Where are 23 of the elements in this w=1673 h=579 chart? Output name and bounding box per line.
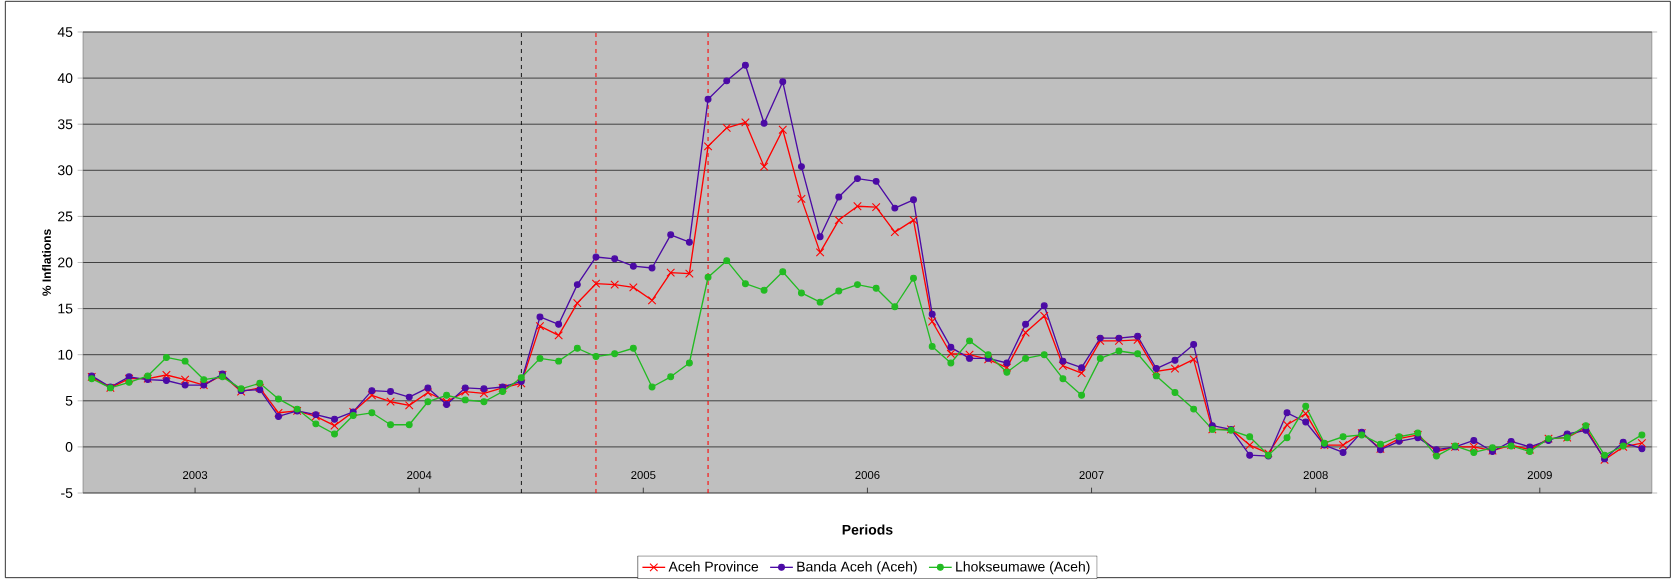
y-tick-label: 25 [58,211,73,222]
x-tick-label: 2005 [631,471,656,480]
legend-label: Banda Aceh (Aceh) [797,561,917,575]
x-axis-title: Periods [842,524,893,535]
x-tick-label: 2006 [855,471,880,480]
x-tick-label: 2008 [1303,471,1328,480]
x-tick-label: 2003 [183,471,208,480]
legend-label: Lhokseumawe (Aceh) [956,561,1090,575]
x-tick-label: 2004 [407,471,432,480]
y-tick-label: 40 [57,73,73,84]
y-tick-label: 35 [57,119,73,130]
y-tick-label: 10 [58,349,73,360]
y-axis-title: % Inflations [42,229,51,296]
x-tick-label: 2009 [1527,471,1552,480]
y-tick-label: 45 [57,27,73,37]
y-tick-label: 20 [58,257,73,268]
y-tick-label: 30 [57,165,73,176]
y-tick-label: 0 [65,441,73,452]
y-tick-label: 5 [65,395,73,406]
y-tick-label: 15 [58,303,73,314]
x-tick-label: 2007 [1079,471,1104,480]
y-tick-label: -5 [61,488,73,498]
legend-label: Aceh Province [668,561,759,572]
